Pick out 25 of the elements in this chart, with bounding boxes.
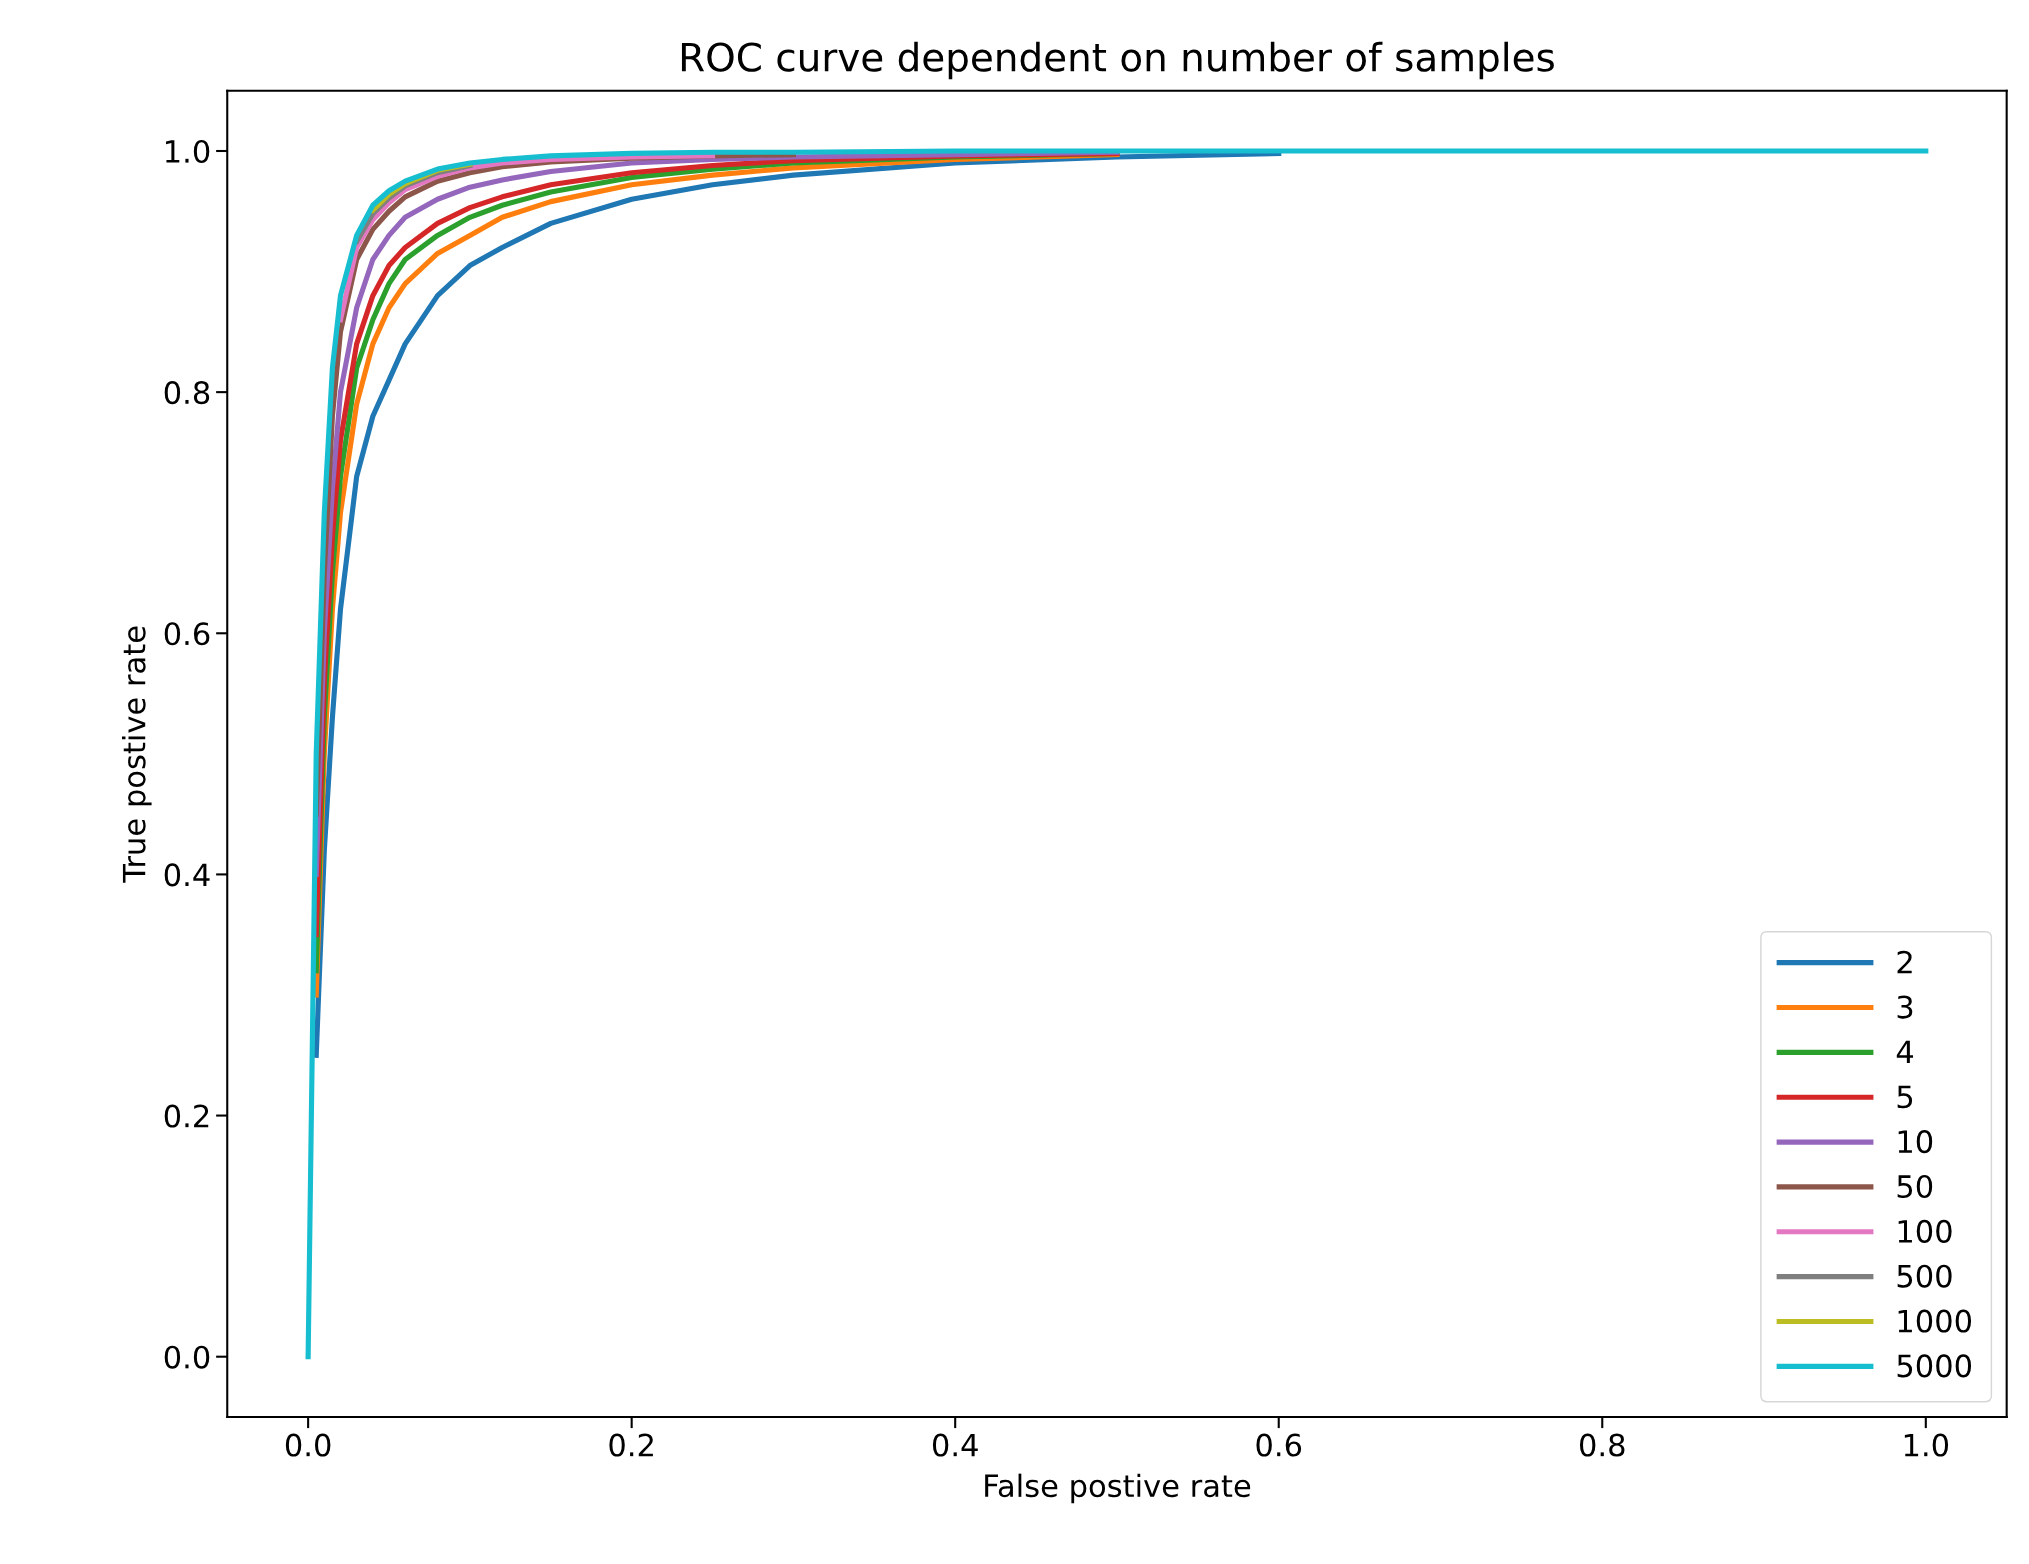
y-tick-label: 1.0: [166, 139, 210, 164]
x-tick-label: 0.2: [609, 1433, 653, 1457]
y-tick-label: 0.2: [164, 1104, 209, 1128]
x-tick-label: 0.4: [932, 1433, 978, 1457]
y-tick-label: 0.0: [164, 1345, 210, 1369]
y-tick-label: 0.6: [164, 622, 210, 646]
chart-title: ROC curve dependent on number of samples: [681, 41, 1554, 80]
legend-label: 5000: [1897, 1354, 1972, 1378]
legend-label: 10: [1898, 1130, 1933, 1154]
x-axis-title: False postive rate: [985, 1473, 1251, 1504]
x-tick-label: 0.0: [285, 1433, 331, 1457]
legend-label: 50: [1897, 1174, 1933, 1199]
legend-label: 4: [1896, 1040, 1914, 1064]
legend-label: 3: [1897, 995, 1913, 1019]
legend-label: 5: [1897, 1085, 1913, 1109]
y-axis-title: True postive rate: [122, 626, 152, 883]
legend-label: 1000: [1898, 1309, 1972, 1333]
x-tick-label: 1.0: [1904, 1433, 1949, 1457]
legend-label: 2: [1897, 950, 1912, 974]
legend-label: 500: [1897, 1264, 1952, 1288]
x-tick-label: 0.6: [1256, 1433, 1302, 1457]
x-tick-label: 0.8: [1579, 1433, 1625, 1457]
y-tick-label: 0.4: [164, 863, 210, 887]
y-tick-label: 0.8: [164, 381, 210, 405]
legend-label: 100: [1898, 1219, 1952, 1243]
